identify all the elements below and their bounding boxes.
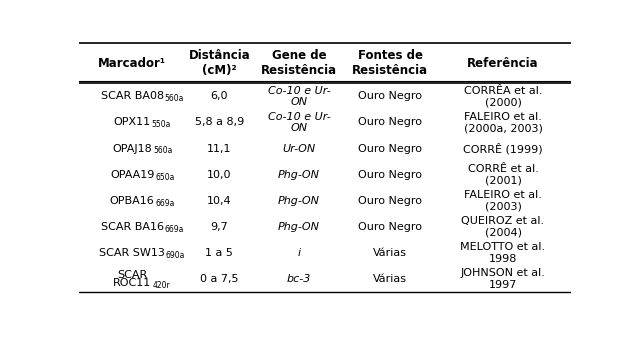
Text: SCAR: SCAR (117, 270, 147, 280)
Text: Fontes de
Resistência: Fontes de Resistência (352, 49, 428, 77)
Text: Várias: Várias (373, 248, 407, 258)
Text: Ouro Negro: Ouro Negro (358, 117, 422, 127)
Text: JOHNSON et al.
1997: JOHNSON et al. 1997 (461, 268, 545, 290)
Text: 690a: 690a (166, 251, 185, 260)
Text: OPAA19: OPAA19 (110, 170, 154, 180)
Text: 9,7: 9,7 (210, 222, 228, 232)
Text: Ouro Negro: Ouro Negro (358, 196, 422, 206)
Text: OPX11: OPX11 (113, 117, 151, 127)
Text: QUEIROZ et al.
(2004): QUEIROZ et al. (2004) (462, 216, 545, 238)
Text: 669a: 669a (155, 199, 175, 208)
Text: 11,1: 11,1 (207, 144, 231, 154)
Text: Várias: Várias (373, 274, 407, 284)
Text: Co-10 e Ur-
ON: Co-10 e Ur- ON (268, 86, 330, 107)
Text: Distância
(cM)²: Distância (cM)² (188, 49, 250, 77)
Text: FALEIRO et al.
(2003): FALEIRO et al. (2003) (464, 190, 542, 212)
Text: 560a: 560a (165, 94, 184, 103)
Text: bc-3: bc-3 (287, 274, 311, 284)
Text: Marcador¹: Marcador¹ (98, 57, 166, 70)
Text: FALEIRO et al.
(2000a, 2003): FALEIRO et al. (2000a, 2003) (463, 112, 543, 133)
Text: 10,4: 10,4 (207, 196, 231, 206)
Text: OPAJ18: OPAJ18 (112, 144, 152, 154)
Text: Gene de
Resistência: Gene de Resistência (261, 49, 337, 77)
Text: 0 a 7,5: 0 a 7,5 (200, 274, 238, 284)
Text: SCAR BA08: SCAR BA08 (101, 91, 164, 101)
Text: SCAR BA16: SCAR BA16 (101, 222, 164, 232)
Text: CORRÊ (1999): CORRÊ (1999) (463, 143, 543, 154)
Text: 6,0: 6,0 (210, 91, 228, 101)
Text: Ouro Negro: Ouro Negro (358, 222, 422, 232)
Text: i: i (297, 248, 301, 258)
Text: Referência: Referência (467, 57, 539, 70)
Text: 420r: 420r (152, 281, 170, 290)
Text: Ouro Negro: Ouro Negro (358, 170, 422, 180)
Text: 1 a 5: 1 a 5 (205, 248, 233, 258)
Text: 10,0: 10,0 (207, 170, 231, 180)
Text: OPBA16: OPBA16 (110, 196, 155, 206)
Text: Co-10 e Ur-
ON: Co-10 e Ur- ON (268, 112, 330, 133)
Text: Phg-ON: Phg-ON (278, 196, 320, 206)
Text: SCAR SW13: SCAR SW13 (99, 248, 165, 258)
Text: ROC11: ROC11 (113, 278, 151, 288)
Text: 5,8 a 8,9: 5,8 a 8,9 (195, 117, 244, 127)
Text: Phg-ON: Phg-ON (278, 222, 320, 232)
Text: 560a: 560a (153, 147, 172, 155)
Text: CORRÊA et al.
(2000): CORRÊA et al. (2000) (464, 86, 542, 107)
Text: 550a: 550a (152, 120, 171, 129)
Text: 669a: 669a (165, 225, 184, 234)
Text: Ouro Negro: Ouro Negro (358, 144, 422, 154)
Text: 650a: 650a (155, 173, 174, 182)
Text: MELOTTO et al.
1998: MELOTTO et al. 1998 (460, 242, 546, 264)
Text: Ouro Negro: Ouro Negro (358, 91, 422, 101)
Text: CORRÊ et al.
(2001): CORRÊ et al. (2001) (468, 164, 538, 185)
Text: Ur-ON: Ur-ON (283, 144, 316, 154)
Text: Phg-ON: Phg-ON (278, 170, 320, 180)
